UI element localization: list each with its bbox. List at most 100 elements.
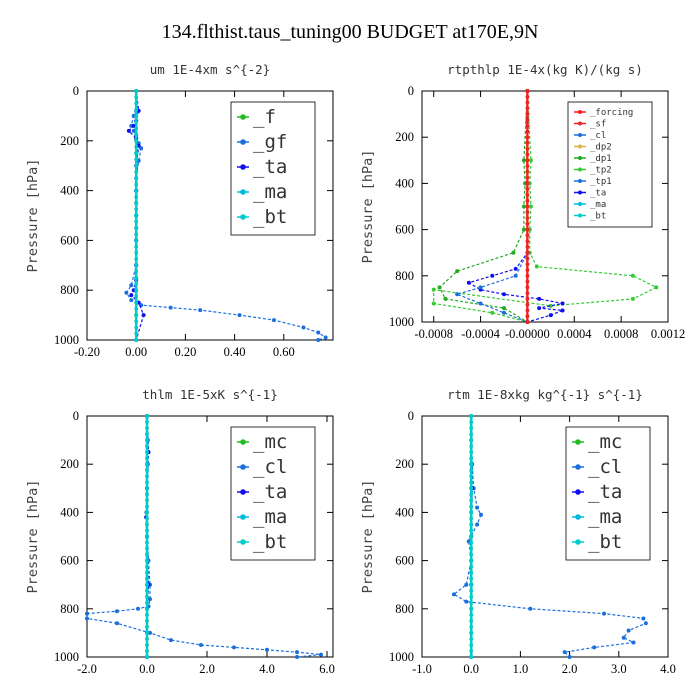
- data-point: [451, 592, 456, 597]
- data-point: [431, 301, 436, 306]
- y-axis-label: Pressure [hPa]: [360, 480, 376, 594]
- data-point: [145, 558, 149, 563]
- data-point: [145, 480, 149, 485]
- data-point: [145, 619, 149, 623]
- x-tick-label: 0.20: [174, 345, 196, 359]
- data-point: [316, 330, 321, 335]
- data-point: [134, 263, 138, 268]
- data-point: [525, 250, 530, 255]
- data-point: [134, 282, 138, 286]
- plot-frame: [421, 90, 669, 323]
- data-point: [525, 320, 530, 324]
- data-point: [199, 642, 203, 647]
- y-tick-label: 0: [73, 84, 79, 98]
- x-tick-label: 3.0: [611, 662, 627, 676]
- y-tick-label: 400: [60, 505, 79, 519]
- data-point: [525, 204, 530, 209]
- y-tick-label: 400: [60, 184, 79, 198]
- legend-label: _tp2: [590, 166, 612, 176]
- legend-label: _bt: [253, 206, 287, 228]
- data-point: [511, 250, 516, 255]
- data-point: [469, 504, 474, 509]
- data-point: [525, 239, 530, 243]
- data-point: [134, 170, 138, 174]
- plot-frame: [86, 90, 334, 341]
- data-point: [443, 296, 448, 301]
- data-point: [85, 611, 89, 616]
- legend-swatch-marker: [578, 156, 582, 160]
- panels: um 1E-4xm s^{-2} Pressure [hPa] 0 200 400 600…: [25, 62, 685, 676]
- data-point: [525, 193, 530, 197]
- data-point: [145, 438, 149, 442]
- data-point: [134, 238, 138, 243]
- legend-box: [567, 101, 653, 228]
- data-point: [265, 647, 269, 652]
- data-point: [129, 293, 134, 298]
- y-tick-label: 200: [395, 130, 414, 144]
- legend-swatch-marker: [575, 439, 581, 445]
- data-point: [134, 275, 138, 280]
- data-point: [134, 195, 138, 199]
- y-tick-label: 200: [60, 457, 79, 471]
- y-tick-label: 600: [395, 223, 414, 237]
- data-point: [469, 637, 474, 641]
- data-point: [525, 118, 530, 122]
- data-point: [602, 611, 607, 616]
- data-point: [145, 594, 149, 599]
- data-point: [148, 630, 152, 635]
- x-tick-label: -0.0004: [461, 327, 500, 341]
- data-point: [490, 273, 495, 278]
- x-tick-label: 0.0: [139, 662, 155, 676]
- legend-label: _ma: [253, 181, 287, 203]
- legend-swatch-marker: [240, 114, 246, 120]
- y-axis-label: Pressure [hPa]: [360, 150, 376, 264]
- data-point: [145, 655, 149, 659]
- legend-label: _mc: [588, 431, 622, 453]
- data-point: [469, 619, 474, 623]
- data-point: [525, 268, 530, 272]
- data-point: [115, 621, 119, 626]
- y-tick-label: 800: [60, 283, 79, 297]
- data-point: [513, 273, 518, 278]
- x-tick-label: 4.0: [660, 662, 676, 676]
- data-point: [469, 570, 474, 575]
- x-tick-label: 2.0: [199, 662, 215, 676]
- x-tick-label: -0.20: [74, 345, 100, 359]
- data-point: [198, 308, 203, 313]
- legend-swatch-marker: [240, 489, 246, 495]
- legend-label: _dp2: [590, 143, 612, 153]
- data-point: [469, 594, 474, 599]
- data-point: [528, 606, 533, 611]
- y-tick-label: 1000: [389, 315, 414, 329]
- legend-label: _bt: [253, 531, 287, 553]
- panel-1: um 1E-4xm s^{-2} Pressure [hPa] 0 200 400 600…: [25, 62, 334, 359]
- data-point: [521, 227, 526, 232]
- y-tick-label: 600: [60, 554, 79, 568]
- y-tick-label: 800: [60, 602, 79, 616]
- data-point: [469, 492, 474, 497]
- data-point: [525, 233, 530, 238]
- data-point: [145, 426, 149, 430]
- data-point: [134, 89, 138, 93]
- legend-label: _ma: [588, 506, 622, 528]
- data-point: [134, 107, 138, 112]
- data-point: [525, 256, 530, 261]
- x-tick-label: -0.00000: [505, 327, 550, 341]
- data-point: [469, 552, 474, 557]
- data-point: [455, 269, 460, 274]
- legend-label: _gf: [253, 131, 287, 153]
- data-point: [134, 163, 138, 168]
- data-point: [469, 480, 474, 485]
- y-tick-label: 200: [60, 134, 79, 148]
- legend-label: _bt: [588, 531, 622, 553]
- data-point: [134, 288, 138, 293]
- data-point: [560, 301, 565, 306]
- data-point: [469, 600, 474, 605]
- data-point: [469, 534, 474, 539]
- series-line: [86, 415, 322, 658]
- data-point: [455, 292, 460, 297]
- data-point: [131, 128, 136, 133]
- legend-label: _ta: [253, 481, 287, 503]
- x-tick-label: 0.0008: [604, 327, 638, 341]
- y-tick-label: 600: [60, 233, 79, 247]
